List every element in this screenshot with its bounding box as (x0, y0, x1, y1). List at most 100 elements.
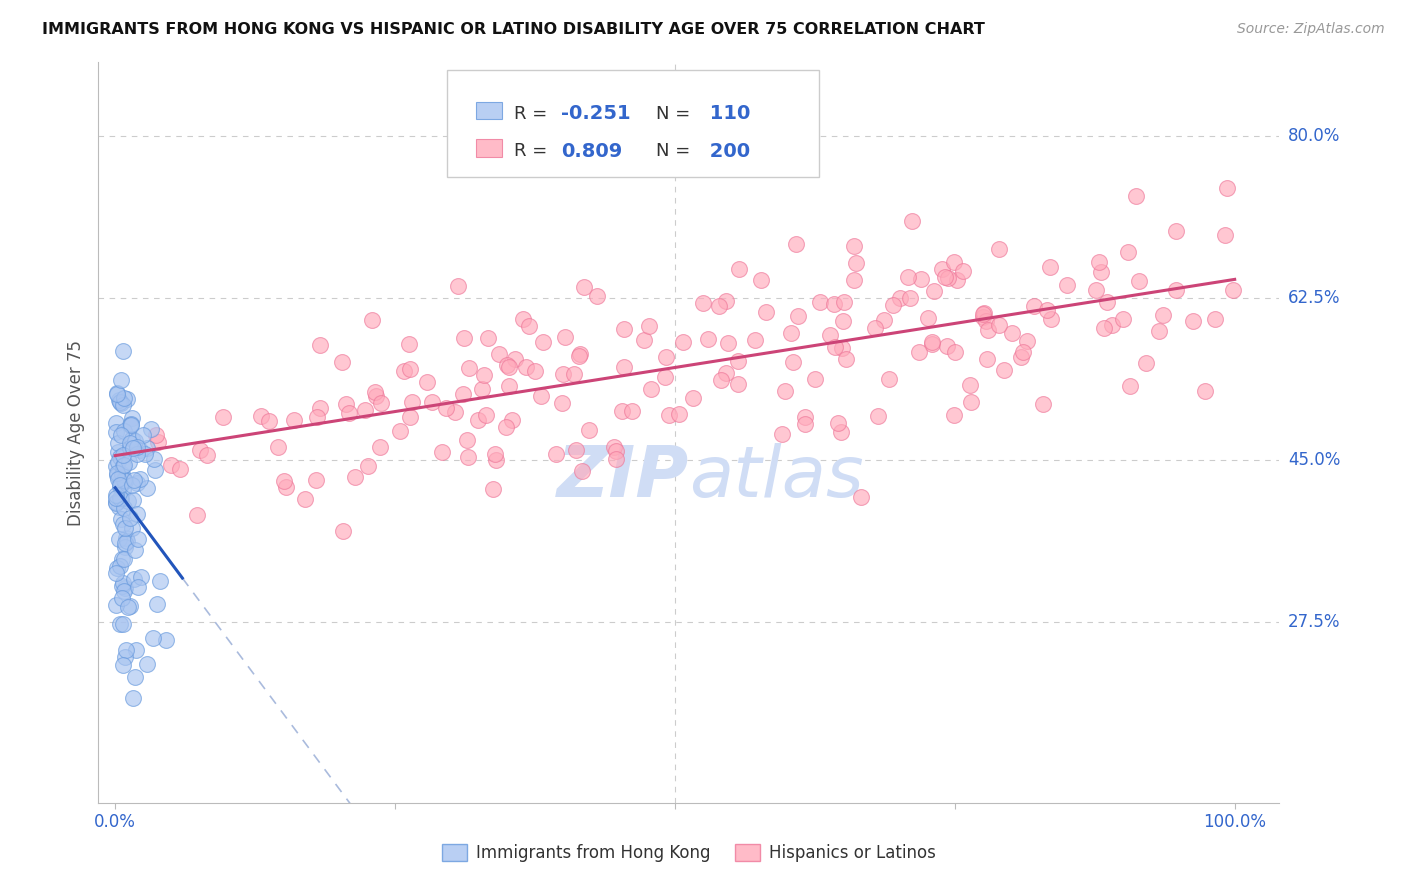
Point (357, 458, 380, 473)
Point (111, 516, 134, 531)
Point (1084, 283, 1107, 297)
Point (136, 657, 159, 671)
Point (568, 347, 591, 361)
Point (212, 409, 235, 424)
Point (638, 319, 661, 334)
Point (467, 413, 489, 427)
Point (696, 332, 718, 346)
Point (471, 382, 494, 396)
Point (308, 338, 330, 352)
Point (398, 336, 420, 351)
Point (1147, 324, 1170, 338)
Point (129, 472, 152, 486)
FancyBboxPatch shape (477, 102, 502, 120)
Point (120, 436, 142, 450)
Point (257, 414, 280, 428)
Point (107, 533, 129, 547)
Point (484, 447, 506, 461)
Point (844, 273, 866, 287)
Point (672, 334, 695, 349)
Point (453, 331, 475, 345)
Point (823, 297, 845, 311)
Point (361, 313, 384, 327)
Point (865, 321, 887, 335)
Point (488, 347, 510, 361)
Point (519, 318, 541, 333)
Point (105, 467, 128, 482)
Point (936, 271, 959, 285)
Point (443, 405, 465, 419)
Point (830, 425, 852, 439)
Point (136, 441, 159, 455)
Point (1128, 274, 1150, 288)
Point (1092, 321, 1115, 335)
Point (332, 524, 354, 538)
Point (484, 452, 506, 467)
Point (249, 409, 271, 423)
Point (107, 445, 129, 459)
Point (620, 404, 643, 418)
Point (1181, 314, 1204, 328)
Point (457, 450, 479, 465)
Point (447, 279, 470, 293)
Point (827, 416, 849, 430)
Point (727, 354, 749, 368)
Point (943, 255, 966, 269)
Point (132, 427, 155, 442)
Point (586, 289, 609, 303)
Point (432, 444, 454, 458)
Point (110, 450, 132, 465)
Point (849, 490, 872, 504)
Point (728, 261, 751, 276)
Point (108, 475, 131, 489)
Point (658, 408, 681, 422)
Point (112, 501, 135, 516)
Text: ZIP: ZIP (557, 442, 689, 511)
Point (458, 360, 481, 375)
Point (794, 410, 817, 425)
Point (127, 475, 149, 490)
Point (1010, 350, 1032, 364)
Point (105, 495, 128, 509)
Point (118, 455, 141, 469)
Point (501, 413, 523, 427)
Point (972, 307, 994, 321)
Point (562, 367, 585, 381)
Point (456, 434, 478, 448)
Point (112, 473, 135, 487)
Point (108, 559, 131, 574)
Point (574, 279, 596, 293)
Point (1215, 181, 1237, 195)
Text: N =: N = (655, 104, 690, 122)
Text: atlas: atlas (689, 442, 863, 511)
Point (112, 458, 135, 473)
Point (988, 242, 1011, 256)
Point (124, 542, 146, 557)
Point (877, 372, 900, 386)
Point (908, 344, 931, 359)
Text: N =: N = (655, 143, 690, 161)
Point (128, 442, 150, 457)
Point (108, 395, 131, 409)
Text: R =: R = (515, 143, 553, 161)
Point (612, 322, 634, 336)
Point (882, 298, 904, 312)
Point (942, 408, 965, 422)
Point (808, 294, 831, 309)
Point (655, 351, 678, 365)
Point (1112, 311, 1135, 326)
Point (112, 424, 135, 438)
Point (121, 442, 143, 456)
Point (110, 427, 132, 442)
Point (111, 459, 134, 474)
Point (110, 491, 132, 506)
Point (773, 384, 796, 398)
Point (114, 531, 136, 545)
Text: 0.809: 0.809 (561, 142, 623, 161)
Text: 27.5%: 27.5% (1288, 614, 1340, 632)
Point (1213, 228, 1236, 243)
Point (111, 343, 134, 358)
Point (553, 367, 575, 381)
Point (973, 305, 995, 319)
Point (159, 458, 181, 472)
